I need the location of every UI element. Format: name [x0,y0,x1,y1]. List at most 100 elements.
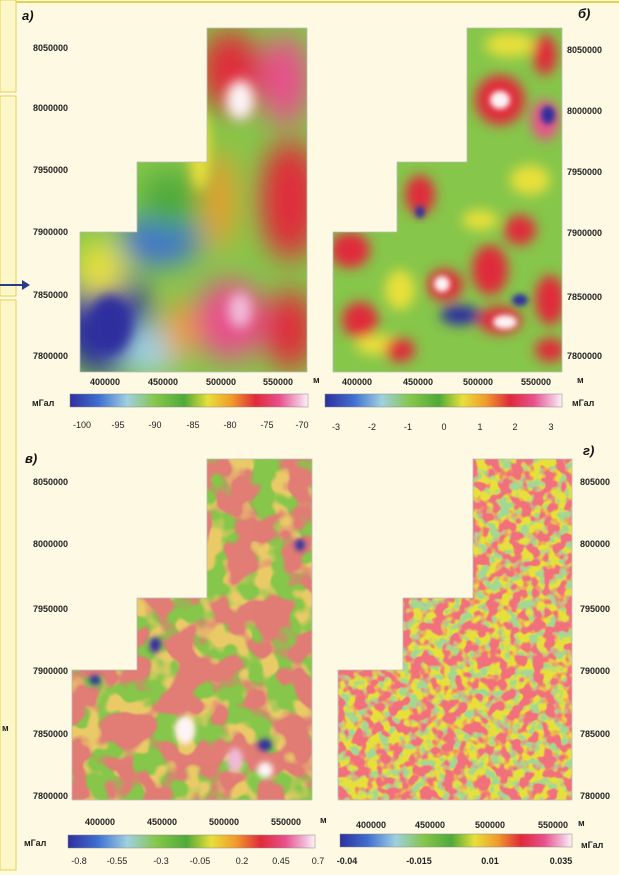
colorbar-tick-label: -0.04 [337,856,358,866]
panel-a-colorbar-ticks: -100 -95 -90 -85 -80 -75 -70 [73,420,309,430]
colorbar-tick-label: -0.3 [153,856,169,866]
y-tick-label: 7900000 [33,227,68,237]
colorbar-tick-label: -70 [295,420,308,430]
colorbar-tick-label: -0.55 [107,856,128,866]
panel-v-axes: 8050000 8000000 7950000 7900000 7850000 78000… [33,477,327,827]
y-tick-label: 7850000 [33,290,68,300]
panel-a-colorbar-label: мГал [32,398,55,408]
y-tick-label: 780000 [580,791,610,801]
panel-v-colorbar-label: мГал [24,838,47,848]
colorbar-tick-label: -0.8 [71,856,87,866]
colorbar-tick-label: -75 [260,420,273,430]
panel-b-map [333,28,562,372]
colorbar-tick-label: -95 [111,420,124,430]
colorbar-tick-label: -80 [223,420,236,430]
y-tick-label: 7800000 [33,351,68,361]
x-tick-label: 400000 [356,820,386,830]
x-tick-label: 550000 [271,817,301,827]
x-tick-label: 450000 [403,377,433,387]
pointer-arrow-head [22,280,30,290]
x-tick-label: 450000 [148,377,178,387]
y-tick-label: 7900000 [33,666,68,676]
y-tick-label: 790000 [580,666,610,676]
panel-v-colorbar-ticks: -0.8 -0.55 -0.3 -0.05 0.2 0.45 0.7 [71,856,324,866]
x-tick-label: 550000 [263,377,293,387]
y-tick-label: 7950000 [33,604,68,614]
y-tick-label: 7850000 [33,729,68,739]
y-tick-label: 795000 [580,604,610,614]
panel-a-axes: 8050000 8000000 7950000 7900000 7850000 78000… [33,43,320,387]
y-tick-label: 800000 [580,539,610,549]
colorbar-tick-label: 0.035 [550,856,573,866]
y-tick-label: 7800000 [33,791,68,801]
x-tick-label: 500000 [463,377,493,387]
panel-g-letter: г) [583,443,594,458]
x-tick-label: 400000 [342,377,372,387]
panel-v-colorbar [67,834,316,849]
panel-a: а) 8050000 8000000 7950000 7900000 7850000 78… [22,8,320,430]
x-unit-label: м [577,375,584,385]
colorbar-tick-label: -3 [332,422,340,432]
panel-g-colorbar-label: мГал [581,840,604,850]
panel-g-colorbar [339,833,573,848]
colorbar-tick-label: -1 [404,422,412,432]
colorbar-tick-label: -0.015 [406,856,432,866]
panel-g-axes: 805000 800000 795000 790000 785000 780000 4000… [356,477,610,830]
panel-v: в) 8050000 8000000 7950000 7900000 7850000 78… [24,451,327,866]
y-tick-label: 785000 [580,729,610,739]
colorbar-tick-label: 1 [477,422,482,432]
colorbar-tick-label: 0.01 [481,856,499,866]
y-tick-label: 8000000 [33,539,68,549]
colorbar-tick-label: 0.2 [236,856,249,866]
x-tick-label: 400000 [90,377,120,387]
y-tick-label: 8050000 [33,43,68,53]
x-tick-label: 400000 [85,817,115,827]
colorbar-tick-label: 3 [548,422,553,432]
panel-b-colorbar [324,393,563,408]
left-unit-label: м [2,723,9,733]
x-tick-label: 450000 [415,820,445,830]
y-tick-label: 7800000 [567,351,602,361]
panel-g-colorbar-ticks: -0.04 -0.015 0.01 0.035 [337,856,573,866]
x-tick-label: 550000 [538,820,568,830]
colorbar-tick-label: -2 [368,422,376,432]
x-unit-label: м [578,818,585,828]
colorbar-tick-label: -90 [148,420,161,430]
y-tick-label: 8000000 [33,103,68,113]
colorbar-tick-label: 0.45 [272,856,290,866]
panel-a-colorbar [69,393,309,408]
colorbar-tick-label: 2 [512,422,517,432]
colorbar-tick-label: -100 [73,420,91,430]
colorbar-tick-label: 0.7 [312,856,325,866]
x-tick-label: 550000 [521,377,551,387]
panel-b-colorbar-ticks: -3 -2 -1 0 1 2 3 [332,422,554,432]
x-unit-label: м [313,375,320,385]
x-tick-label: 450000 [147,817,177,827]
panel-b-letter: б) [578,6,590,21]
y-tick-label: 8000000 [567,106,602,116]
panel-v-map [72,459,312,800]
colorbar-tick-label: 0 [441,422,446,432]
y-tick-label: 7950000 [33,165,68,175]
y-tick-label: 805000 [580,477,610,487]
x-tick-label: 500000 [475,820,505,830]
panel-a-letter: а) [22,8,34,23]
panel-b-axes: 8050000 8000000 7950000 7900000 7850000 78000… [342,45,602,387]
colorbar-tick-label: -85 [186,420,199,430]
y-tick-label: 7900000 [567,228,602,238]
colorbar-tick-label: -0.05 [190,856,211,866]
panel-v-letter: в) [25,451,37,466]
x-tick-label: 500000 [209,817,239,827]
panel-b: б) 8050000 8000000 7950000 7900000 7850000 78… [324,6,602,432]
panel-g-map [338,459,572,800]
x-unit-label: м [320,815,327,825]
y-tick-label: 8050000 [33,477,68,487]
panel-g: г) 805000 800000 795000 790000 785000 780000 4… [337,443,610,866]
x-tick-label: 500000 [206,377,236,387]
y-tick-label: 7950000 [567,167,602,177]
y-tick-label: 7850000 [567,292,602,302]
panel-a-map [80,28,307,372]
y-tick-label: 8050000 [567,45,602,55]
panel-b-colorbar-label: мГал [572,398,595,408]
